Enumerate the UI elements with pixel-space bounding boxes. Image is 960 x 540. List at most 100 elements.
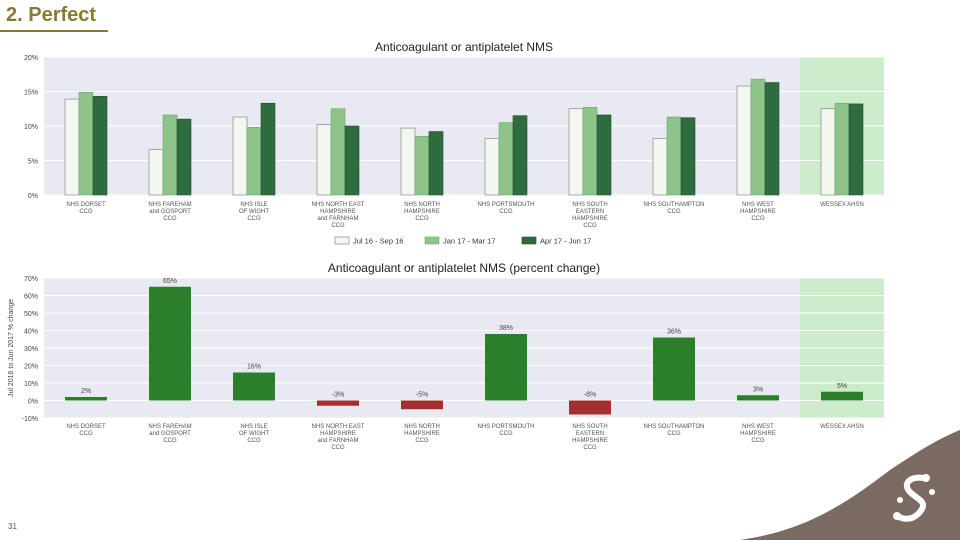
chart-title: Anticoagulant or antiplatelet NMS (perce… [328,261,600,275]
x-tick-line: CCG [163,438,177,444]
x-tick-line: CCG [331,223,345,229]
x-tick-line: CCG [583,445,597,451]
x-tick-line: CCG [667,431,681,437]
x-tick-line: and GOSPORT [149,431,191,437]
y-tick-label: 20% [24,364,38,371]
x-tick-label: NHS SOUTH EASTERN HAMPSHIRE CCG [572,424,608,451]
data-label: 5% [837,383,847,390]
change-bar [569,400,611,415]
corner-wave-shape [740,430,960,540]
change-bar [737,395,779,401]
y-tick-label: -10% [22,416,38,423]
x-tick-line: WESSEX AHSN [820,424,864,430]
bar-3 [176,118,192,196]
x-tick-line: HAMPSHIRE [740,431,776,437]
x-tick-line: HAMPSHIRE [740,209,776,215]
x-tick-line: CCG [499,431,513,437]
x-tick-line: HAMPSHIRE [572,438,608,444]
x-tick-line: CCG [499,209,513,215]
x-tick-line: HAMPSHIRE [404,431,440,437]
x-tick-label: NHS PORTSMOUTH CCG [478,202,535,215]
x-tick-label: NHS FAREHAM and GOSPORT CCG [148,424,191,444]
y-tick-label: 30% [24,346,38,353]
x-tick-line: NHS PORTSMOUTH [478,202,535,208]
y-tick-label: 0% [28,193,38,200]
legend-label: Apr 17 - Jun 17 [540,237,591,246]
legend-label: Jan 17 - Mar 17 [443,237,496,246]
x-tick-line: OF WIGHT [239,431,269,437]
data-label: 2% [81,388,91,395]
x-tick-label: NHS NORTH HAMPSHIRE CCG [404,424,440,444]
x-tick-line: NHS DORSET [66,202,106,208]
x-tick-line: CCG [79,431,93,437]
legend-swatch [521,236,537,245]
data-label: 38% [499,325,513,332]
change-bar [653,337,695,401]
x-tick-line: CCG [751,216,765,222]
x-tick-line: OF WIGHT [239,209,269,215]
data-label: -8% [584,392,596,399]
x-tick-line: HAMPSHIRE [320,431,356,437]
x-tick-label: NHS SOUTH EASTERN HAMPSHIRE CCG [572,202,608,229]
x-tick-line: NHS WEST [742,202,774,208]
x-tick-line: NHS SOUTH [572,424,607,430]
change-bar [485,334,527,401]
data-label: 3% [753,386,763,393]
data-label: -3% [332,392,344,399]
x-tick-label: NHS FAREHAM and GOSPORT CCG [148,202,191,222]
x-tick-label: NHS PORTSMOUTH CCG [478,424,535,437]
legend-label: Jul 16 - Sep 16 [353,237,403,246]
x-tick-line: EASTERN [576,209,604,215]
x-tick-line: NHS NORTH EAST [312,202,365,208]
x-tick-line: EASTERN [576,431,604,437]
bar-3 [92,96,108,196]
page-number: 31 [8,522,17,531]
change-bar [149,286,191,401]
data-label: 16% [247,364,261,371]
x-tick-label: NHS WEST HAMPSHIRE CCG [740,424,776,444]
x-tick-label: NHS NORTH EAST HAMPSHIRE and FARNHAM CCG [312,424,365,451]
x-tick-line: HAMPSHIRE [404,209,440,215]
brand-symbol-icon [893,474,935,522]
y-tick-label: 10% [24,381,38,388]
x-tick-line: CCG [751,438,765,444]
x-tick-line: CCG [331,445,345,451]
x-tick-label: NHS DORSET CCG [66,202,106,215]
y-tick-label: 70% [24,276,38,283]
x-tick-line: and FARNHAM [317,216,358,222]
x-tick-line: CCG [163,216,177,222]
x-tick-line: NHS FAREHAM [148,202,191,208]
x-tick-line: NHS SOUTHAMPTON [644,202,705,208]
bar-3 [344,125,360,196]
y-tick-label: 15% [24,90,38,97]
y-axis-label: Jul 2016 to Jun 2017 % change [8,299,15,397]
x-tick-line: NHS ISLE [240,424,267,430]
slide-title: 2. Perfect [6,4,97,26]
x-tick-line: HAMPSHIRE [320,209,356,215]
y-tick-label: 50% [24,311,38,318]
x-tick-label: NHS ISLE OF WIGHT CCG [239,424,269,444]
change-bar [65,397,107,401]
x-tick-label: NHS NORTH HAMPSHIRE CCG [404,202,440,222]
x-tick-line: and FARNHAM [317,438,358,444]
y-tick-label: 10% [24,124,38,131]
change-bar [821,391,863,401]
x-tick-line: CCG [667,209,681,215]
y-tick-label: 5% [28,159,38,166]
bar-3 [596,114,612,196]
x-tick-line: HAMPSHIRE [572,216,608,222]
bar-3 [680,117,696,196]
y-tick-label: 60% [24,294,38,301]
x-tick-label: NHS SOUTHAMPTON CCG [644,202,705,215]
change-bar [233,372,275,401]
bar-3 [260,102,276,196]
y-tick-label: 0% [28,399,38,406]
x-tick-line: NHS FAREHAM [148,424,191,430]
x-tick-line: and GOSPORT [149,209,191,215]
x-tick-label: NHS SOUTHAMPTON CCG [644,424,705,437]
bar-3 [512,115,528,196]
x-tick-line: CCG [415,438,429,444]
x-tick-line: NHS SOUTHAMPTON [644,424,705,430]
